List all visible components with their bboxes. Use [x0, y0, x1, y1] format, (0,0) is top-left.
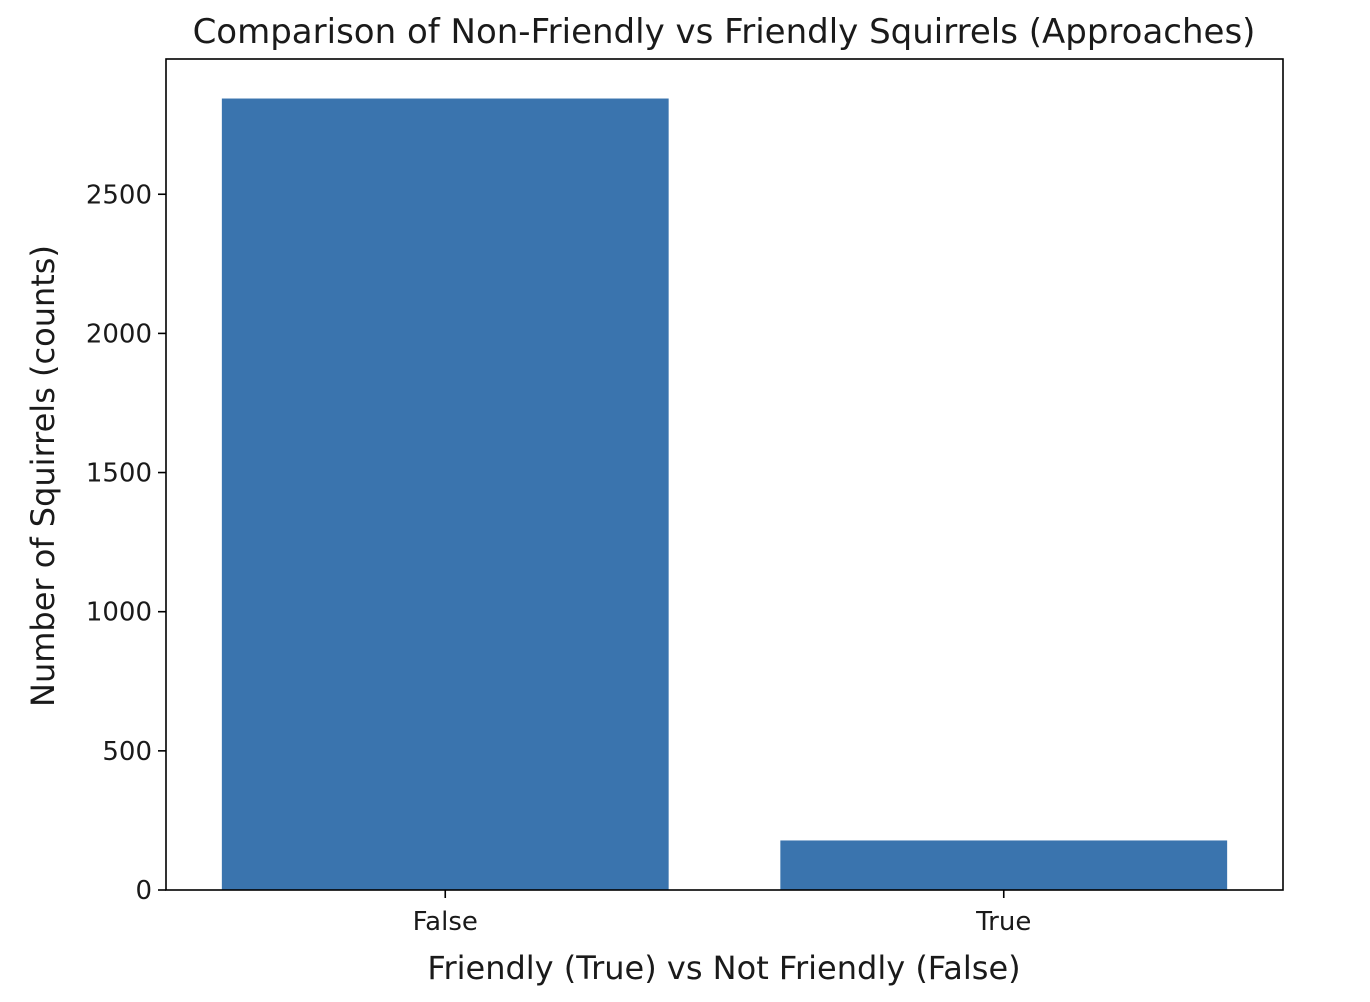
y-tick-label: 1000 [86, 598, 152, 628]
y-tick-label: 2000 [86, 319, 152, 349]
x-tick-label: False [413, 907, 478, 937]
x-tick-label: True [975, 907, 1031, 937]
y-axis-ticks: 0 500 1000 1500 2000 2500 [86, 180, 166, 906]
y-tick-label: 500 [102, 737, 152, 767]
x-axis-ticks: False True [413, 890, 1031, 937]
bar-false [221, 98, 669, 890]
plot-area-frame [165, 58, 1284, 891]
y-axis-label: Number of Squirrels (counts) [24, 245, 62, 707]
y-tick-label: 1500 [86, 459, 152, 489]
chart-title: Comparison of Non-Friendly vs Friendly S… [193, 12, 1256, 52]
bar-true [780, 840, 1228, 890]
y-tick-label: 0 [135, 876, 152, 906]
x-axis-label: Friendly (True) vs Not Friendly (False) [427, 949, 1020, 987]
y-tick-label: 2500 [86, 180, 152, 210]
bars-group [221, 98, 1228, 890]
